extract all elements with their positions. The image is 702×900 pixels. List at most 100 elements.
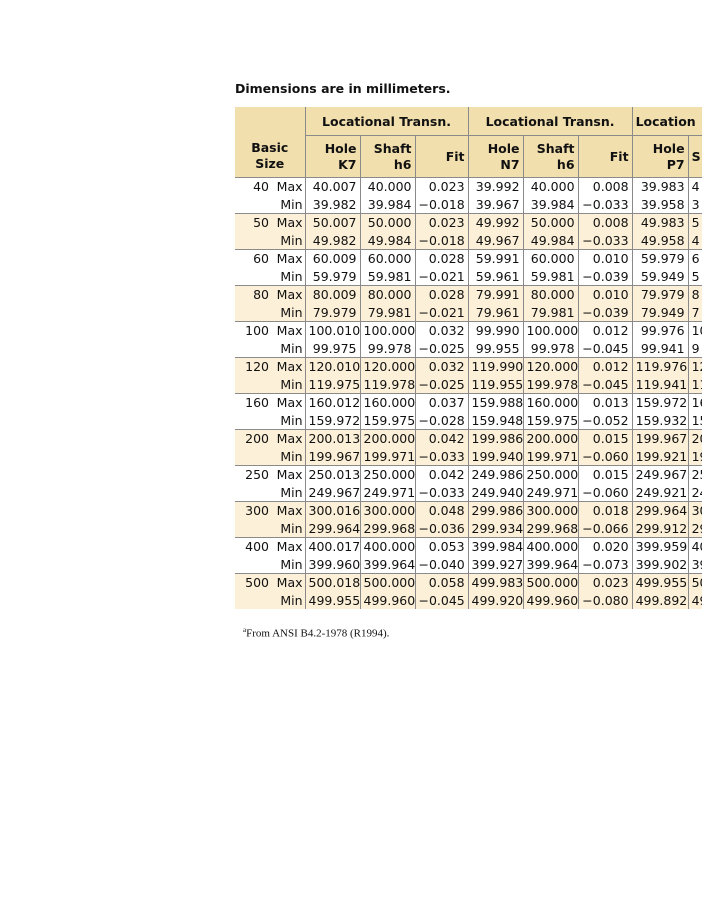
data-row: 40 Max 40.007 40.000 0.023 39.992 40.000 0.008 3… [235, 177, 702, 196]
column-header: Hole N7 [467, 135, 524, 178]
group-header: Location [631, 107, 702, 136]
cell: 59.981 [359, 267, 415, 286]
column-header-line: Fit [445, 148, 465, 164]
cell: 79.979 [304, 303, 360, 322]
basic-size-blank [235, 340, 272, 358]
cell: 16 [687, 393, 702, 412]
cell: 5 [687, 213, 702, 232]
cell: 249.921 [631, 483, 689, 502]
cell: −0.033 [414, 483, 469, 502]
cell: 11 [687, 375, 702, 394]
cell: 79.981 [522, 303, 579, 322]
cell: 119.990 [467, 357, 524, 376]
cell: −0.045 [414, 591, 469, 609]
cell: 199.921 [631, 447, 689, 466]
cell: 60.009 [304, 249, 360, 268]
cell: 59.991 [467, 249, 524, 268]
cell: 49.982 [304, 231, 360, 250]
cell: 99.975 [304, 339, 360, 358]
cell: 80.000 [359, 285, 415, 304]
cell: 300.016 [304, 501, 360, 520]
header-blank [235, 107, 305, 136]
cell: 500.000 [522, 573, 579, 592]
limit-label: Max [272, 249, 305, 268]
cell: 49.983 [631, 213, 689, 232]
cell: 299.964 [304, 519, 360, 538]
limit-label: Max [272, 321, 305, 340]
basic-size-blank [235, 591, 272, 609]
cell: 0.028 [414, 285, 469, 304]
data-row: Min 499.955 499.960 −0.045 499.920 499.960 −0.… [235, 591, 702, 609]
cell: 0.015 [577, 429, 633, 448]
cell: 39.984 [359, 195, 415, 214]
cell: 249.967 [304, 483, 360, 502]
basic-size-blank [235, 196, 272, 214]
cell: 0.008 [577, 177, 633, 196]
limit-label: Min [280, 340, 303, 356]
cell: −0.066 [577, 519, 633, 538]
cell: 299.968 [359, 519, 415, 538]
cell: 0.010 [577, 249, 633, 268]
cell: 49.958 [631, 231, 689, 250]
cell: 0.023 [414, 177, 469, 196]
cell: 39.983 [631, 177, 689, 196]
data-row: Min 399.960 399.964 −0.040 399.927 399.964 −0.… [235, 555, 702, 574]
cell: 50.000 [522, 213, 579, 232]
cell: 0.012 [577, 357, 633, 376]
basic-size-blank [235, 447, 272, 466]
basic-size: 120 [235, 357, 272, 376]
data-row: Min 119.975 119.978 −0.025 119.955 199.978 −0.… [235, 375, 702, 394]
cell: 0.053 [414, 537, 469, 556]
cell: 0.042 [414, 429, 469, 448]
cell: 50.007 [304, 213, 360, 232]
cell: −0.018 [414, 231, 469, 250]
cell: 249.986 [467, 465, 524, 484]
cell: 25 [687, 465, 702, 484]
cell: 99.990 [467, 321, 524, 340]
limit-label: Min [280, 412, 303, 428]
basic-size-blank [235, 556, 272, 574]
cell: 400.000 [522, 537, 579, 556]
cell: −0.073 [577, 555, 633, 574]
cell: 0.008 [577, 213, 633, 232]
data-row: 50 Max 50.007 50.000 0.023 49.992 50.000 0.008 4… [235, 213, 702, 232]
data-row: 400 Max 400.017 400.000 0.053 399.984 400.000 0… [235, 537, 702, 556]
limit-label: Min [272, 591, 305, 609]
cell: 39.984 [522, 195, 579, 214]
data-row: 80 Max 80.009 80.000 0.028 79.991 80.000 0.010 7… [235, 285, 702, 304]
cell: 99.978 [359, 339, 415, 358]
cell: −0.039 [577, 303, 633, 322]
column-header-line: h6 [393, 156, 412, 172]
column-header-line: Fit [609, 148, 629, 164]
cell: 0.023 [577, 573, 633, 592]
cell: 250.000 [359, 465, 415, 484]
basic-size-blank [235, 231, 272, 250]
cell: 119.975 [304, 375, 360, 394]
data-row: Min 299.964 299.968 −0.036 299.934 299.968 −0.… [235, 519, 702, 538]
cell: 0.037 [414, 393, 469, 412]
limit-label: Max [272, 537, 305, 556]
data-row: 100 Max 100.010 100.000 0.032 99.990 100.000 0.… [235, 321, 702, 340]
column-header-line: h6 [556, 156, 575, 172]
column-header: Shaft h6 [522, 135, 579, 178]
cell: 99.978 [522, 339, 579, 358]
cell: 0.032 [414, 321, 469, 340]
cell: 0.020 [577, 537, 633, 556]
cell: 159.975 [359, 411, 415, 430]
data-row: Min 59.979 59.981 −0.021 59.961 59.981 −0.039 5… [235, 267, 702, 286]
limit-label: Min [280, 268, 303, 284]
cell: 39 [687, 555, 702, 574]
cell: 299.934 [467, 519, 524, 538]
cell: 59.949 [631, 267, 689, 286]
cell: 159.988 [467, 393, 524, 412]
cell: 29 [687, 519, 702, 538]
column-header-line: N7 [500, 156, 520, 172]
cell: 50.000 [359, 213, 415, 232]
data-row: Min 99.975 99.978 −0.025 99.955 99.978 −0.045 9… [235, 339, 702, 358]
fits-table: Locational Transn. Locational Transn. Loca… [235, 107, 702, 609]
cell: 160.000 [522, 393, 579, 412]
cell: 500.018 [304, 573, 360, 592]
column-header-line: Hole [652, 140, 685, 156]
limit-label: Max [272, 393, 305, 412]
